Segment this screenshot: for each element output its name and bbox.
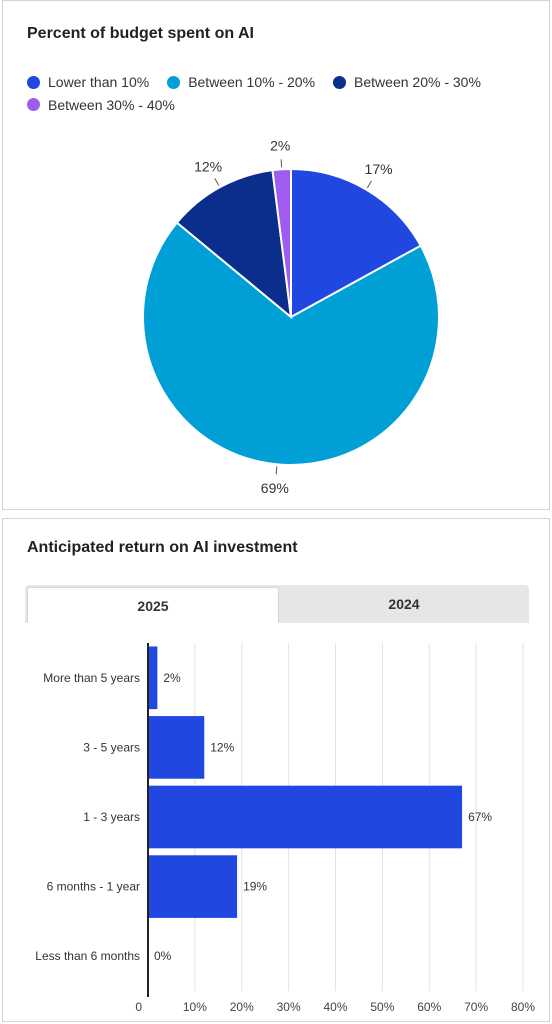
year-tabs: 2025 2024 [25, 585, 529, 623]
x-tick-label: 80% [511, 1000, 535, 1014]
legend-item-between-20-30[interactable]: Between 20% - 30% [333, 71, 481, 93]
pie-label-leader [275, 466, 278, 475]
x-tick-label: 50% [370, 1000, 394, 1014]
pie-slice-between-30-40[interactable] [271, 167, 292, 318]
bar-value-label: 0% [154, 949, 172, 963]
x-tick-label: 60% [417, 1000, 441, 1014]
bar-value-label: 67% [468, 810, 492, 824]
bar-value-label: 2% [163, 671, 181, 685]
pie-slice-lower-than-10[interactable] [290, 167, 423, 319]
bar-chart-title: Anticipated return on AI investment [27, 539, 298, 556]
pie-data-label: 2% [270, 137, 290, 153]
bar-1-3-years[interactable] [148, 785, 463, 849]
x-tick-label: 30% [277, 1000, 301, 1014]
pie-data-label: 69% [261, 480, 289, 496]
tab-2025[interactable]: 2025 [27, 587, 279, 623]
pie-label-leader [280, 159, 283, 168]
legend-swatch [27, 98, 40, 111]
legend-item-lower-than-10[interactable]: Lower than 10% [27, 71, 149, 93]
legend-swatch [167, 75, 181, 89]
pie-data-label: 12% [194, 158, 222, 174]
bar-chart: 0 10% 20% 30% 40% 50% 60% 70% 80% More than 5 yea… [35, 643, 535, 1014]
x-tick-label: 20% [230, 1000, 254, 1014]
bar-value-label: 12% [210, 740, 234, 754]
pie-data-label: 17% [365, 161, 393, 177]
legend-swatch [27, 75, 40, 89]
bar-3-5-years[interactable] [148, 716, 205, 779]
budget-pie-card: Percent of budget spent on AI Lower than… [2, 0, 550, 510]
pie-chart-title: Percent of budget spent on AI [27, 25, 254, 42]
tab-2024[interactable]: 2024 [388, 596, 420, 612]
legend-swatch [333, 75, 347, 89]
bar-6-months-1-year[interactable] [148, 855, 238, 918]
pie-chart: 17% 69% 12% 2% [142, 137, 440, 496]
x-tick-label: 0 [135, 1000, 142, 1014]
x-tick-label: 70% [464, 1000, 488, 1014]
y-category-label: Less than 6 months [35, 949, 140, 963]
bar-value-label: 19% [243, 880, 267, 894]
legend-label: Between 20% - 30% [354, 74, 481, 90]
x-tick-label: 10% [183, 1000, 207, 1014]
legend-label: Between 30% - 40% [48, 96, 175, 113]
y-category-label: 6 months - 1 year [47, 880, 140, 894]
pie-slice-between-20-30[interactable] [175, 169, 293, 320]
pie-legend: Lower than 10% Between 10% - 20% Between 2… [27, 71, 527, 116]
legend-item-between-10-20[interactable]: Between 10% - 20% [167, 71, 315, 93]
bar-more-than-5-years[interactable] [148, 646, 158, 710]
x-tick-label: 40% [323, 1000, 347, 1014]
y-category-label: More than 5 years [43, 671, 140, 685]
return-bar-card: Anticipated return on AI investment 2025… [2, 518, 550, 1022]
legend-label: Lower than 10% [48, 74, 150, 90]
y-category-label: 1 - 3 years [83, 810, 140, 824]
legend-label: Between 10% - 20% [188, 74, 316, 90]
pie-label-leader [214, 178, 220, 186]
pie-slice-between-10-20[interactable] [142, 221, 440, 466]
legend-item-between-30-40[interactable]: Between 30% - 40% [27, 94, 175, 116]
pie-label-leader [366, 180, 372, 189]
y-category-label: 3 - 5 years [83, 740, 140, 754]
